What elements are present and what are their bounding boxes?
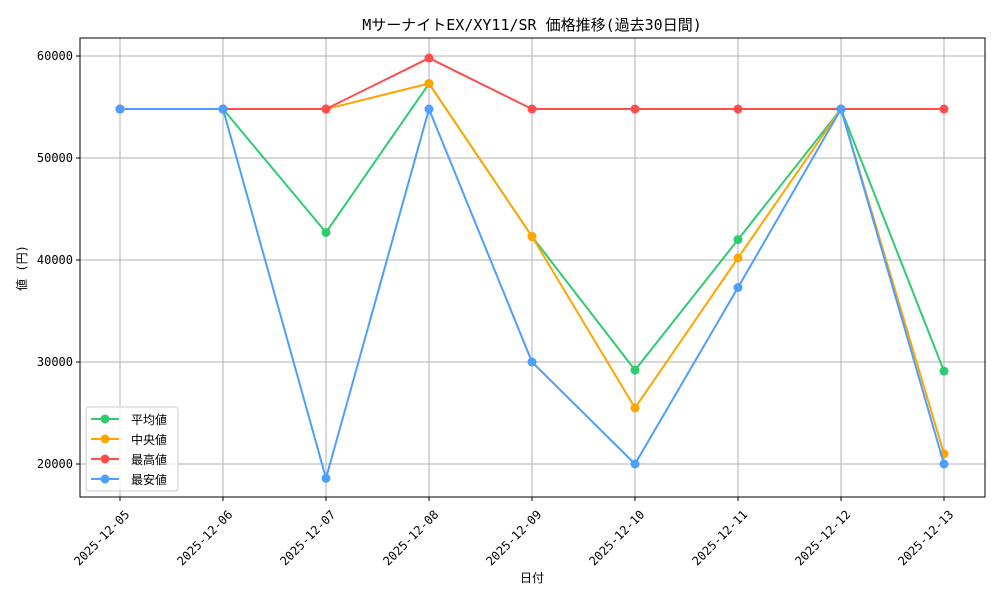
- data-point: [527, 232, 537, 242]
- data-point: [733, 235, 743, 245]
- y-axis-label: 値 (円): [14, 245, 29, 291]
- x-tick-label: 2025-12-06: [174, 507, 235, 568]
- legend-marker: [100, 414, 110, 424]
- data-point: [630, 365, 640, 375]
- data-point: [733, 104, 743, 114]
- data-point: [836, 104, 846, 114]
- x-axis: 2025-12-05 2025-12-06 2025-12-07 2025-12-08…: [71, 497, 956, 568]
- legend-marker: [100, 474, 110, 484]
- data-point: [527, 357, 537, 367]
- x-tick-label: 2025-12-05: [71, 507, 132, 568]
- legend-label: 中央値: [131, 432, 167, 447]
- data-point: [939, 459, 949, 469]
- legend-marker: [100, 434, 110, 444]
- series-3: [115, 104, 949, 483]
- legend-label: 最安値: [131, 472, 167, 487]
- x-tick-label: 2025-12-07: [277, 507, 338, 568]
- x-tick-label: 2025-12-10: [586, 507, 647, 568]
- y-tick-label: 40000: [37, 253, 73, 267]
- x-tick-label: 2025-12-11: [689, 507, 750, 568]
- x-tick-label: 2025-12-09: [483, 507, 544, 568]
- y-tick-label: 20000: [37, 457, 73, 471]
- legend-marker: [100, 454, 110, 464]
- data-point: [630, 104, 640, 114]
- data-point: [424, 104, 434, 114]
- grid: [80, 38, 985, 497]
- legend-label: 最高値: [131, 452, 167, 467]
- legend-label: 平均値: [131, 412, 167, 427]
- x-tick-label: 2025-12-12: [792, 507, 853, 568]
- data-point: [939, 104, 949, 114]
- legend-box: [85, 406, 179, 492]
- data-point: [218, 104, 228, 114]
- data-point: [733, 253, 743, 263]
- data-point: [115, 104, 125, 114]
- data-point: [321, 227, 331, 237]
- data-point: [321, 104, 331, 114]
- data-point: [321, 473, 331, 483]
- data-point: [733, 283, 743, 293]
- data-point: [527, 104, 537, 114]
- data-point: [939, 366, 949, 376]
- x-axis-label: 日付: [520, 571, 544, 585]
- data-point: [630, 459, 640, 469]
- y-tick-label: 30000: [37, 355, 73, 369]
- y-tick-label: 50000: [37, 151, 73, 165]
- y-axis: 20000 30000 40000 50000 60000: [37, 49, 80, 471]
- series-group: [115, 53, 949, 483]
- data-point: [424, 53, 434, 63]
- x-tick-label: 2025-12-13: [895, 507, 956, 568]
- chart-title: MサーナイトEX/XY11/SR 価格推移(過去30日間): [362, 16, 702, 34]
- data-point: [630, 403, 640, 413]
- data-point: [424, 79, 434, 89]
- y-tick-label: 60000: [37, 49, 73, 63]
- x-tick-label: 2025-12-08: [380, 507, 441, 568]
